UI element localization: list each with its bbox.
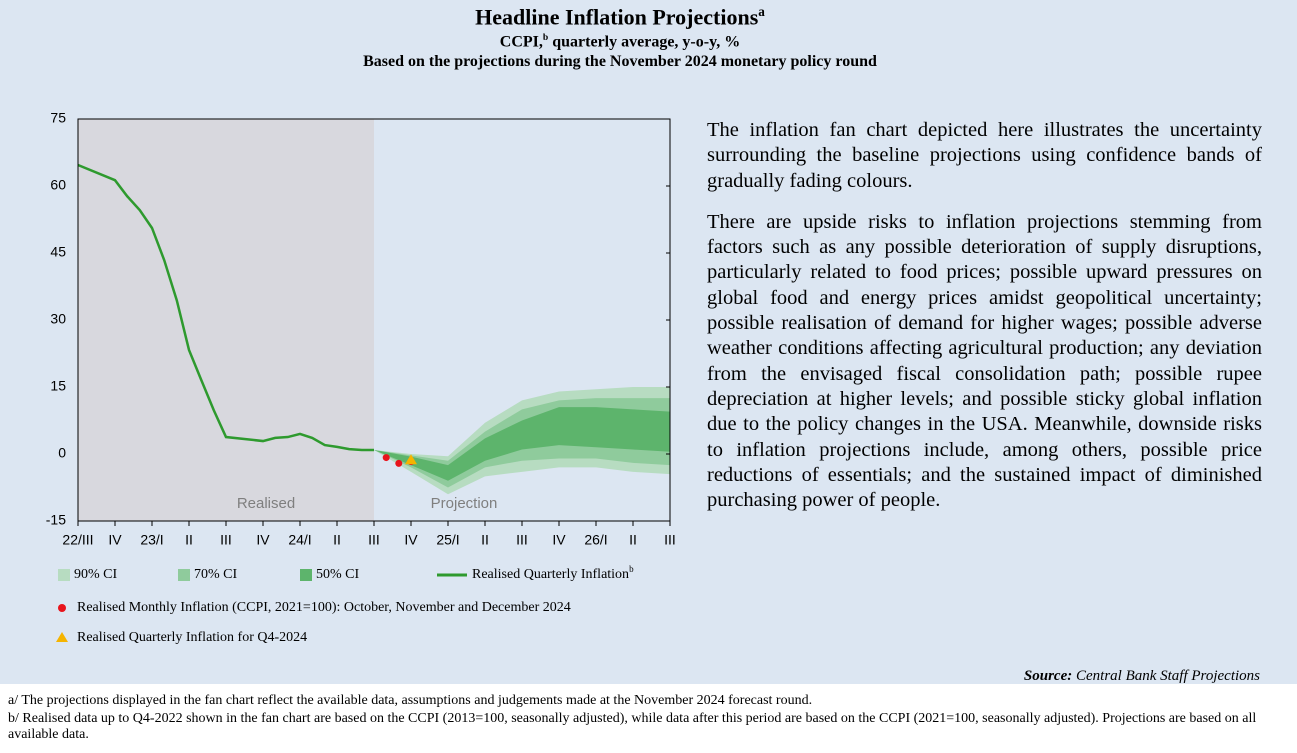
title-note: a [758, 4, 765, 19]
legend-swatch [58, 569, 70, 581]
source-label: Source: [1023, 668, 1073, 684]
legend-label: 50% CI [316, 567, 360, 582]
marker [395, 459, 403, 467]
y-tick-label: 45 [50, 244, 66, 260]
region-label: Projection [431, 495, 498, 512]
x-tick-label: IV [256, 532, 270, 548]
x-tick-label: 22/III [62, 532, 93, 548]
x-tick-label: II [481, 532, 489, 548]
marker [405, 454, 417, 465]
x-tick-label: IV [552, 532, 566, 548]
y-tick-label: 0 [58, 445, 66, 461]
region-label: Realised [237, 495, 295, 512]
title-text: Headline Inflation Projections [475, 4, 759, 30]
paragraph: The inflation fan chart depicted here il… [707, 119, 1262, 192]
x-tick-label: III [664, 532, 676, 548]
source: Source: Central Bank Staff Projections [1024, 668, 1260, 685]
y-tick-label: 75 [50, 110, 66, 126]
x-tick-label: 26/I [584, 532, 607, 548]
x-tick-label: II [185, 532, 193, 548]
paragraph: There are upside risks to inflation proj… [707, 210, 1262, 512]
source-text: Central Bank Staff Projections [1075, 668, 1260, 684]
legend-marker [58, 604, 66, 612]
footnote: b/ Realised data up to Q4-2022 shown in … [8, 711, 1257, 742]
subtitle-text: CCPI, [499, 33, 543, 51]
legend-label: Realised Monthly Inflation (CCPI, 2021=1… [77, 600, 571, 615]
x-tick-label: IV [108, 532, 122, 548]
footnote: a/ The projections displayed in the fan … [8, 693, 813, 708]
x-tick-label: IV [404, 532, 418, 548]
legend-label: Realised Quarterly Inflationb [472, 564, 634, 582]
line [77, 163, 374, 452]
x-tick-label: II [629, 532, 637, 548]
y-tick-label: -15 [46, 512, 66, 528]
legend-marker [56, 632, 68, 642]
legend-swatch [178, 569, 190, 581]
legend-label-text: Realised Quarterly Inflation [472, 567, 629, 582]
subtitle: CCPI,b quarterly average, y-o-y, % [0, 32, 1240, 51]
subtitle-note: b [542, 32, 549, 43]
x-tick-label: III [368, 532, 380, 548]
realised-region [78, 119, 374, 521]
legend-label: Realised Quarterly Inflation for Q4-2024 [77, 630, 307, 645]
x-tick-label: III [516, 532, 528, 548]
y-tick-label: 15 [50, 378, 66, 394]
y-tick-label: 30 [50, 311, 66, 327]
legend-label: 70% CI [194, 567, 238, 582]
x-tick-label: 23/I [140, 532, 163, 548]
title: Headline Inflation Projectionsa [0, 4, 1240, 30]
x-tick-label: 25/I [436, 532, 459, 548]
text-block: The inflation fan chart depicted here il… [707, 118, 1262, 529]
marker [382, 454, 390, 462]
ci-band [374, 407, 670, 481]
chart: Realised Projection -15 0 15 30 45 60 75 22/III IV… [46, 110, 676, 646]
subtitle-text: quarterly average, y-o-y, % [552, 33, 741, 51]
legend-label-note: b [629, 564, 634, 574]
x-tick-label: 24/I [288, 532, 311, 548]
y-tick-label: 60 [50, 177, 66, 193]
legend-swatch [300, 569, 312, 581]
x-tick-label: II [333, 532, 341, 548]
subtitle: Based on the projections during the Nove… [363, 53, 877, 70]
x-tick-label: III [220, 532, 232, 548]
legend-label: 90% CI [74, 567, 118, 582]
